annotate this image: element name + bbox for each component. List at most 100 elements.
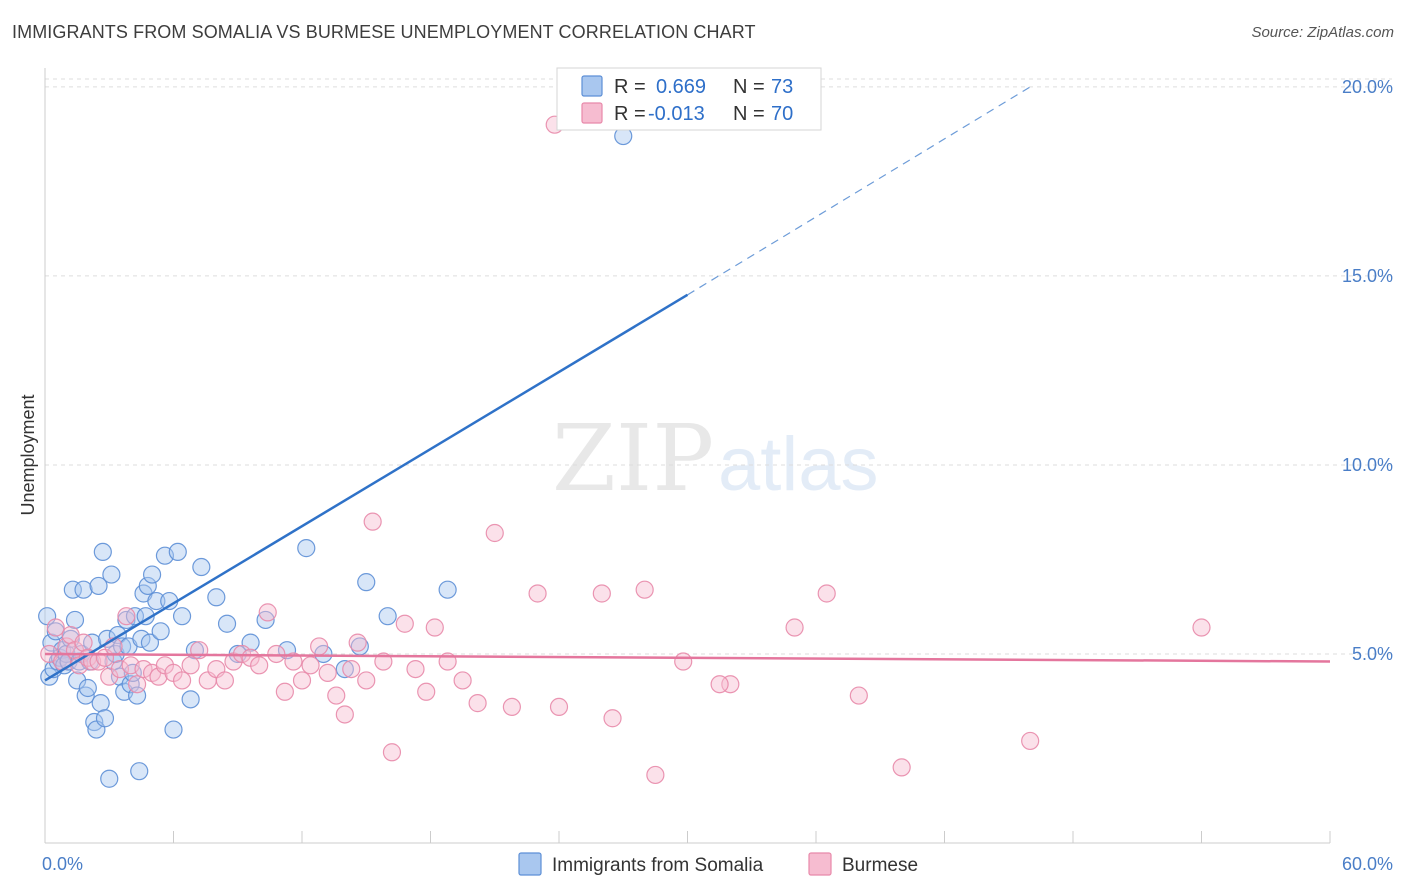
- burmese-point: [134, 659, 153, 679]
- burmese-point: [181, 656, 200, 675]
- somalia-point: [100, 769, 119, 788]
- burmese-point: [1192, 618, 1211, 637]
- somalia-point: [147, 591, 166, 611]
- burmese-point: [284, 652, 303, 671]
- y-tick-label: 20.0%: [1342, 77, 1393, 97]
- somalia-point: [192, 557, 211, 577]
- somalia-point: [65, 610, 85, 630]
- burmese-point: [817, 584, 836, 603]
- somalia-point: [104, 652, 123, 671]
- legend-n-label-burmese: N =: [733, 103, 765, 125]
- burmese-point: [357, 671, 376, 690]
- somalia-trend-line: [44, 293, 689, 682]
- axes: [44, 68, 1331, 844]
- burmese-point: [406, 659, 425, 679]
- legend-n-label-somalia: N =: [733, 76, 765, 98]
- y-tick-label: 5.0%: [1352, 644, 1393, 664]
- somalia-point: [42, 633, 61, 652]
- burmese-point: [635, 580, 654, 599]
- burmese-point: [335, 705, 354, 724]
- somalia-point: [93, 542, 112, 562]
- somalia-point: [172, 607, 192, 626]
- burmese-point: [374, 652, 393, 671]
- legend-r-value-burmese: -0.013: [648, 103, 705, 125]
- somalia-point: [63, 580, 82, 599]
- burmese-point: [275, 682, 294, 701]
- burmese-point: [646, 765, 665, 785]
- chart-title: IMMIGRANTS FROM SOMALIA VS BURMESE UNEMP…: [12, 22, 756, 42]
- somalia-point: [102, 565, 121, 584]
- burmese-point: [292, 671, 312, 690]
- somalia-point: [142, 565, 162, 584]
- burmese-point: [363, 512, 382, 531]
- burmese-point: [215, 671, 234, 690]
- somalia-point: [151, 622, 170, 641]
- burmese-point: [710, 675, 729, 694]
- burmese-point: [110, 659, 130, 679]
- watermark: ZIP atlas: [552, 405, 879, 512]
- burmese-point: [117, 607, 136, 626]
- somalia-point: [335, 659, 354, 679]
- burmese-point: [603, 709, 622, 728]
- bottom-legend: Immigrants from Somalia Burmese: [518, 852, 918, 876]
- somalia-point: [378, 607, 397, 626]
- burmese-point: [127, 675, 147, 694]
- bottom-legend-swatch-somalia: [518, 852, 542, 876]
- source-credit: Source: ZipAtlas.com: [1251, 24, 1394, 41]
- burmese-point: [267, 644, 286, 664]
- burmese-point: [592, 584, 611, 603]
- burmese-point: [310, 637, 329, 656]
- legend-n-value-somalia: 73: [771, 76, 793, 98]
- somalia-point: [140, 633, 160, 652]
- burmese-point: [502, 697, 521, 717]
- burmese-point: [453, 671, 472, 690]
- burmese-point: [721, 675, 740, 694]
- burmese-point: [100, 667, 119, 686]
- burmese-point: [301, 656, 320, 675]
- legend-n-value-burmese: 70: [771, 103, 793, 125]
- y-axis-label: Unemployment: [18, 394, 38, 515]
- burmese-point: [382, 743, 402, 762]
- burmese-point: [892, 758, 911, 777]
- legend-r-value-somalia: 0.669: [656, 76, 706, 98]
- somalia-point: [438, 580, 457, 599]
- somalia-point: [130, 762, 149, 781]
- burmese-point: [258, 603, 277, 622]
- legend-r-label-somalia: R =: [614, 76, 646, 98]
- watermark-zip: ZIP: [552, 405, 714, 512]
- somalia-point: [181, 690, 200, 709]
- bottom-legend-label-somalia: Immigrants from Somalia: [552, 855, 764, 876]
- burmese-point: [849, 686, 868, 705]
- somalia-point: [357, 573, 376, 592]
- bottom-legend-label-burmese: Burmese: [842, 855, 918, 876]
- somalia-point: [217, 614, 237, 633]
- somalia-point: [95, 709, 115, 728]
- burmese-points: [40, 115, 1211, 785]
- somalia-point: [89, 576, 108, 596]
- trend-lines: [44, 86, 1331, 682]
- somalia-point: [85, 712, 104, 732]
- burmese-trend-line: [44, 652, 1331, 663]
- somalia-point: [121, 675, 140, 694]
- somalia-point: [78, 678, 97, 698]
- somalia-point: [207, 588, 226, 607]
- somalia-point: [74, 580, 93, 599]
- x-tick-labels: 0.0% 60.0%: [42, 854, 1393, 874]
- somalia-point: [68, 671, 87, 690]
- burmese-point: [417, 682, 436, 701]
- burmese-point: [250, 656, 269, 675]
- somalia-point: [132, 629, 151, 648]
- burmese-point: [549, 697, 569, 717]
- legend: R = 0.669 N = 73 R = -0.013 N = 70: [556, 67, 822, 131]
- somalia-trend-extension: [687, 86, 1031, 296]
- burmese-point: [172, 671, 192, 690]
- somalia-point: [138, 576, 157, 596]
- burmese-point: [528, 584, 547, 603]
- burmese-point: [425, 618, 444, 637]
- legend-swatch-somalia: [581, 75, 603, 97]
- somalia-point: [256, 610, 275, 630]
- burmese-point: [74, 633, 93, 652]
- legend-r-label-burmese: R =: [614, 103, 646, 125]
- y-tick-label: 15.0%: [1342, 266, 1393, 286]
